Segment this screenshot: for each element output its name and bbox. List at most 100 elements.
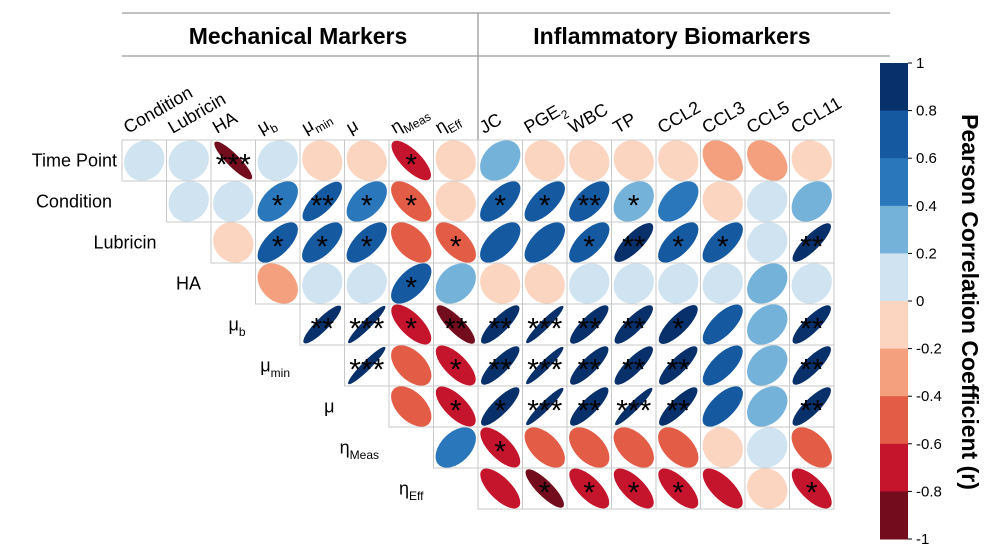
row-label-b-text: μ (228, 315, 238, 335)
cell-lubricin-jc (477, 221, 523, 264)
correlation-ellipse (480, 468, 521, 509)
correlation-ellipse (481, 387, 520, 426)
cell-eff-pge2: * (522, 467, 568, 510)
colorbar-bin (880, 396, 908, 445)
cell-condition-ccl2 (655, 180, 701, 223)
correlation-ellipse (613, 263, 654, 304)
correlation-ellipse (702, 140, 743, 181)
correlation-ellipse (658, 222, 699, 263)
significance-stars: ** (800, 231, 824, 264)
colorbar-bin (880, 158, 908, 207)
significance-stars: ** (489, 354, 513, 387)
col-label-meas-subscript: Meas (401, 109, 433, 136)
correlation-ellipse (524, 181, 565, 222)
correlation-ellipse (346, 222, 387, 263)
correlation-ellipse (480, 222, 521, 263)
row-labels: Time PointConditionLubricinHAμbμminμηMea… (32, 151, 425, 503)
correlation-ellipse (570, 305, 609, 344)
significance-stars: ** (578, 313, 602, 346)
cell-ha-min (299, 262, 345, 305)
correlation-ellipse (702, 386, 743, 427)
correlation-ellipse (791, 140, 832, 181)
significance-stars: ** (667, 354, 691, 387)
correlation-ellipse (658, 140, 699, 181)
significance-stars: * (361, 231, 373, 264)
row-label-min: μmin (260, 356, 290, 380)
cell-b-meas: * (388, 303, 434, 346)
cell-meas-ccl2 (655, 426, 701, 469)
col-label-eff: ηEff (432, 108, 466, 142)
colorbar-bin (880, 443, 908, 492)
row-label-ha: HA (176, 274, 201, 294)
cell-ha-ccl2 (655, 262, 701, 305)
cell-ha-b (255, 262, 301, 305)
colorbar-tick-label: 0.8 (916, 103, 937, 120)
correlation-ellipse (213, 222, 254, 263)
cell-b-wbc: ** (566, 303, 612, 346)
colorbar-tick-label: 0.2 (916, 245, 937, 262)
correlation-ellipse (570, 387, 609, 426)
col-label-: μ (343, 115, 362, 138)
colorbar-bin (880, 205, 908, 254)
colorbar-tick-label: 0.4 (916, 198, 937, 215)
correlation-ellipse (747, 263, 788, 304)
correlation-ellipse (348, 305, 386, 344)
cell-b-tp: ** (611, 303, 657, 346)
cell-condition-wbc: ** (566, 180, 612, 223)
cell-ha-pge2 (522, 262, 568, 305)
cell--jc: * (477, 385, 523, 428)
colorbar-tick-label: -0.4 (916, 388, 942, 405)
cell--ccl2: ** (655, 385, 701, 428)
colorbar-tick-label: -0.2 (916, 341, 942, 358)
cell-ha-eff (433, 262, 479, 305)
cell-time-point-ccl11 (789, 139, 835, 182)
cell-time-point-ccl5 (744, 139, 790, 182)
significance-stars: *** (349, 313, 384, 346)
correlation-ellipse (747, 468, 788, 509)
correlation-ellipse (614, 305, 653, 344)
cell-time-point-min (299, 139, 345, 182)
col-label-wbc: WBC (565, 99, 611, 137)
significance-stars: * (494, 436, 506, 469)
significance-stars: ** (800, 395, 824, 428)
significance-stars: ** (578, 190, 602, 223)
cell-ha-ccl5 (744, 262, 790, 305)
correlation-ellipse (792, 305, 831, 344)
correlation-ellipse (747, 345, 788, 386)
cell-lubricin-meas (388, 221, 434, 264)
row-label-meas-subscript: Meas (350, 448, 379, 462)
correlation-ellipse (747, 427, 788, 468)
cell-meas-ccl3 (700, 426, 746, 469)
significance-stars: * (272, 231, 284, 264)
cell-condition-b: * (255, 180, 301, 223)
cell-min-: *** (344, 344, 390, 387)
significance-stars: *** (527, 313, 562, 346)
cell-lubricin-b: * (255, 221, 301, 264)
significance-stars: *** (616, 395, 651, 428)
correlation-ellipse (702, 222, 743, 263)
correlation-ellipse (391, 181, 432, 222)
cell-time-point-ccl2 (655, 139, 701, 182)
cell-time-point-condition (121, 139, 167, 182)
cell--ccl3 (700, 385, 746, 428)
correlation-ellipse (613, 140, 654, 181)
cell-time-point-jc (477, 139, 523, 182)
colorbar-tick-label: -0.6 (916, 436, 942, 453)
correlation-ellipse (124, 140, 165, 181)
correlation-ellipse (436, 305, 475, 344)
row-label-lubricin: Lubricin (93, 233, 156, 253)
significance-stars: ** (622, 354, 646, 387)
cell-eff-wbc: * (566, 467, 612, 510)
correlation-ellipse (747, 386, 788, 427)
cell-lubricin-pge2 (522, 221, 568, 264)
correlation-ellipse (615, 387, 653, 426)
cell-meas-wbc (566, 426, 612, 469)
row-label-min-text: μ (260, 356, 270, 376)
correlation-ellipse (658, 305, 698, 344)
col-label--text: μ (343, 115, 362, 138)
correlation-ellipse (480, 427, 521, 468)
significance-stars: ** (578, 395, 602, 428)
significance-stars: * (405, 272, 417, 305)
cell-condition-ccl11 (789, 180, 835, 223)
significance-stars: ** (489, 313, 513, 346)
